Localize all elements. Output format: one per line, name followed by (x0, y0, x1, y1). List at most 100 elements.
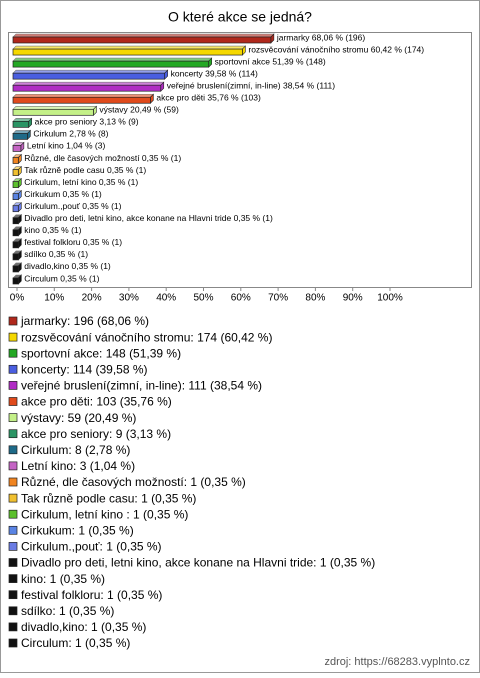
bar (12, 193, 19, 200)
legend-label: Cirkulum.,pouť: 1 (0,35 %) (21, 540, 162, 554)
bar (12, 229, 19, 237)
x-tick-label: 20% (82, 293, 102, 304)
bar (12, 169, 19, 176)
legend-swatch (8, 590, 18, 600)
bar-label: akce pro seniory 3,13 % (9) (35, 117, 139, 127)
bar-label: rozsvěcování vánočního stromu 60,42 % (1… (248, 44, 424, 54)
legend-label: Letní kino: 3 (1,04 %) (21, 459, 135, 473)
bar-label: veřejné bruslení(zimní, in-line) 38,54 %… (167, 80, 336, 90)
bar (12, 96, 151, 104)
bar (12, 60, 210, 68)
bar (12, 265, 19, 273)
legend-swatch (8, 429, 18, 439)
legend-swatch (8, 316, 18, 326)
bar-top (12, 93, 155, 98)
bar-label: sportovní akce 51,39 % (148) (215, 56, 326, 66)
bar-label: koncerty 39,58 % (114) (171, 68, 258, 78)
bar-label: Různé, dle časových možností 0,35 % (1) (24, 153, 181, 163)
legend-label: Různé, dle časových možností: 1 (0,35 %) (21, 475, 246, 489)
legend-label: Cirkukum: 1 (0,35 %) (21, 523, 134, 537)
legend-label: veřejné bruslení(zimní, in-line): 111 (3… (21, 379, 262, 393)
chart-title: O které akce se jedná? (168, 9, 312, 25)
bar-top (12, 69, 169, 74)
legend-swatch (8, 413, 18, 422)
bar-label: festival folkloru 0,35 % (1) (24, 237, 122, 247)
legend-swatch (8, 606, 18, 616)
legend-label: Circulum: 1 (0,35 %) (21, 636, 130, 650)
bar (12, 36, 272, 44)
legend-label: jarmarky: 196 (68,06 %) (20, 314, 149, 328)
bar (12, 181, 19, 188)
bar (12, 84, 162, 92)
bar-top (12, 45, 247, 50)
bar-top (12, 33, 275, 38)
bar (12, 108, 94, 116)
bar-label: Tak různě podle casu 0,35 % (1) (24, 165, 146, 175)
legend-swatch (8, 445, 18, 455)
x-tick-label: 0% (10, 293, 25, 304)
bar-label: kino 0,35 % (1) (24, 225, 81, 235)
bar-label: sdílko 0,35 % (1) (24, 249, 88, 259)
legend-label: Divadlo pro deti, letni kino, akce konan… (21, 556, 375, 570)
bar-label: Cirkulum, letní kino 0,35 % (1) (24, 177, 138, 187)
bar-top (12, 57, 213, 62)
legend-swatch (8, 493, 18, 503)
bar-top (12, 81, 165, 86)
bar-label: akce pro děti 35,76 % (103) (156, 93, 261, 103)
x-tick-label: 40% (156, 293, 176, 304)
legend-label: kino: 1 (0,35 %) (21, 572, 105, 586)
bar (12, 241, 19, 249)
legend-label: akce pro děti: 103 (35,76 %) (21, 395, 172, 409)
x-tick-label: 100% (377, 293, 403, 304)
legend-label: sdílko: 1 (0,35 %) (21, 604, 114, 618)
legend-swatch (8, 525, 18, 535)
bar-label: jarmarky 68,06 % (196) (276, 32, 366, 42)
legend-swatch (8, 477, 18, 487)
legend-swatch (8, 542, 18, 551)
bar-label: Cirkulum.,pouť 0,35 % (1) (24, 201, 121, 211)
legend-swatch (8, 622, 18, 632)
legend-swatch (8, 381, 18, 390)
legend-label: koncerty: 114 (39,58 %) (21, 362, 148, 376)
legend-swatch (8, 348, 18, 358)
bar-label: divadlo,kino 0,35 % (1) (24, 261, 111, 271)
legend-label: divadlo,kino: 1 (0,35 %) (21, 620, 146, 634)
bar (12, 133, 28, 140)
bar-label: Circulum 0,35 % (1) (24, 273, 99, 283)
bar (12, 120, 30, 128)
bar (12, 72, 165, 80)
legend-swatch (8, 364, 18, 374)
bar (12, 217, 19, 225)
legend-label: festival folkloru: 1 (0,35 %) (21, 588, 162, 602)
bar-label: Divadlo pro deti, letni kino, akce konan… (24, 213, 273, 223)
x-tick-label: 80% (305, 293, 325, 304)
bar-label: výstavy 20,49 % (59) (99, 105, 179, 115)
legend-label: Cirkulum: 8 (2,78 %) (21, 443, 130, 457)
legend-label: sportovní akce: 148 (51,39 %) (21, 346, 181, 360)
x-tick-label: 30% (119, 293, 139, 304)
bar-label: Cirkukum 0,35 % (1) (24, 189, 102, 199)
bar (12, 157, 19, 164)
legend-label: výstavy: 59 (20,49 %) (21, 411, 136, 425)
legend-swatch (8, 397, 18, 406)
x-tick-label: 70% (268, 293, 288, 304)
legend-label: Cirkulum, letní kino : 1 (0,35 %) (21, 507, 188, 521)
legend-label: Tak různě podle casu: 1 (0,35 %) (21, 491, 196, 505)
source: zdroj: https://68283.vyplnto.cz (324, 656, 470, 668)
legend-swatch (8, 332, 18, 342)
bar (12, 205, 19, 213)
legend-swatch (8, 574, 18, 583)
x-tick-label: 90% (343, 293, 363, 304)
bar (12, 48, 243, 56)
bar (12, 253, 19, 261)
legend-swatch (8, 558, 18, 567)
x-tick-label: 60% (231, 293, 251, 304)
bar (12, 145, 22, 152)
x-tick-label: 10% (44, 293, 64, 304)
bar-label: Cirkulum 2,78 % (8) (33, 129, 108, 139)
legend-swatch (8, 638, 18, 648)
legend-swatch (8, 461, 18, 471)
bar-top (12, 106, 98, 110)
x-tick-label: 50% (193, 293, 213, 304)
